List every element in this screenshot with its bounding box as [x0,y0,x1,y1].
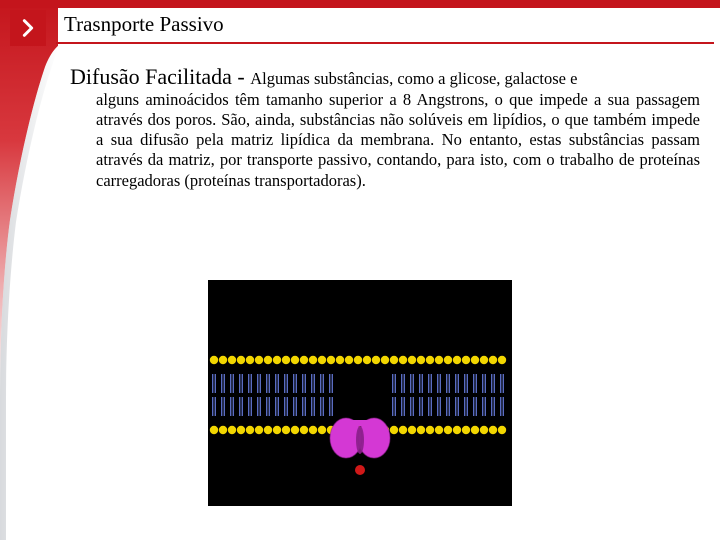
body-first-fragment: Algumas substâncias, como a glicose, gal… [250,69,577,88]
left-curve-decoration [0,0,58,540]
chevron-right-icon [17,17,39,39]
header-icon-box [10,10,46,46]
top-accent-bar [0,0,720,8]
subtitle-dash: - [232,64,250,89]
body-paragraph: alguns aminoácidos têm tamanho superior … [70,90,700,191]
content-block: Difusão Facilitada - Algumas substâncias… [70,64,700,191]
slide-title: Trasnporte Passivo [64,12,224,37]
content-subtitle: Difusão Facilitada [70,64,232,89]
header-underline [56,42,714,44]
membrane-diagram [208,280,512,506]
